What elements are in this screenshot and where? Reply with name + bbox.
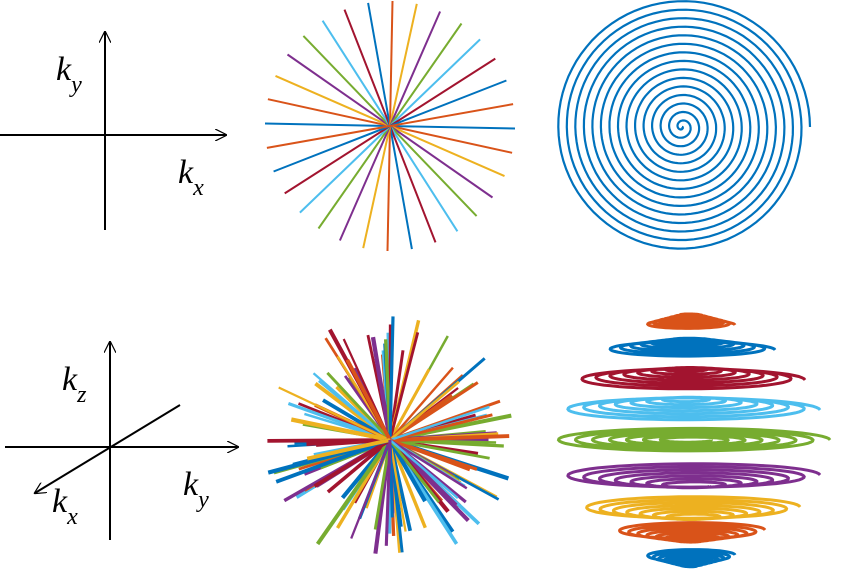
- kz-label-3d: kz: [62, 361, 87, 408]
- radial-3d-spoke: [388, 439, 440, 503]
- radial-3d-spoke: [389, 366, 454, 441]
- radial-3d-spoke: [388, 316, 395, 441]
- cone-layer-spiral: [580, 366, 807, 391]
- radial-3d-spoke: [388, 438, 427, 503]
- spiral-2d-path: [557, 0, 812, 250]
- cone-layer-spiral: [617, 521, 767, 544]
- radial-3d-spoke: [290, 417, 391, 443]
- radial-3d-spoke: [389, 438, 471, 472]
- radial-2d-trajectory: [264, 0, 516, 252]
- ky-label-2d: ky: [56, 51, 82, 98]
- radial-3d-spoke: [326, 371, 392, 441]
- stack-of-cones-trajectory: [556, 312, 832, 569]
- radial-3d-spoke: [389, 438, 468, 490]
- radial-3d-spoke: [278, 386, 391, 441]
- cone-layer-spiral: [608, 336, 777, 358]
- cone-layer-spiral: [556, 426, 832, 453]
- radial-3d-spoke: [389, 405, 490, 442]
- spiral-2d-trajectory: [557, 0, 812, 250]
- radial-3d-spoke: [370, 336, 393, 441]
- radial-3d-spoke: [373, 439, 392, 530]
- radial-3d-spoke: [388, 439, 407, 532]
- radial-3d-spoke: [389, 439, 459, 500]
- radial-spoke: [266, 103, 514, 149]
- radial-3d-spoke: [389, 380, 460, 442]
- cone-layer-spiral: [566, 462, 822, 490]
- radial-3d-spoke: [315, 438, 392, 546]
- cone-layer-spiral: [645, 312, 737, 330]
- radial-3d-spoke: [388, 332, 420, 441]
- kx-label-2d: kx: [178, 154, 204, 201]
- radial-3d-spoke: [345, 358, 392, 441]
- radial-3d-spoke: [384, 439, 392, 546]
- radial-3d-trajectory: [267, 316, 512, 554]
- radial-3d-spoke: [388, 439, 427, 529]
- kx-axis-3d: [35, 404, 181, 493]
- kx-label-3d: kx: [52, 483, 78, 530]
- radial-3d-spoke: [306, 438, 391, 446]
- radial-3d-spoke: [312, 372, 391, 441]
- radial-3d-spoke: [389, 434, 510, 442]
- cone-layer-spiral: [646, 548, 737, 569]
- radial-3d-spoke: [306, 438, 391, 461]
- cone-layer-spiral: [566, 395, 822, 422]
- cone-layer-spiral: [585, 495, 802, 522]
- radial-3d-spoke: [313, 438, 392, 488]
- radial-3d-spoke: [350, 439, 392, 539]
- ky-label-3d: ky: [183, 466, 209, 513]
- radial-3d-spoke: [388, 368, 431, 441]
- radial-3d-spoke: [389, 413, 493, 442]
- axes-2d: ky kx: [0, 32, 226, 230]
- radial-3d-spoke: [389, 438, 490, 460]
- axes-3d: kz ky kx: [5, 342, 238, 540]
